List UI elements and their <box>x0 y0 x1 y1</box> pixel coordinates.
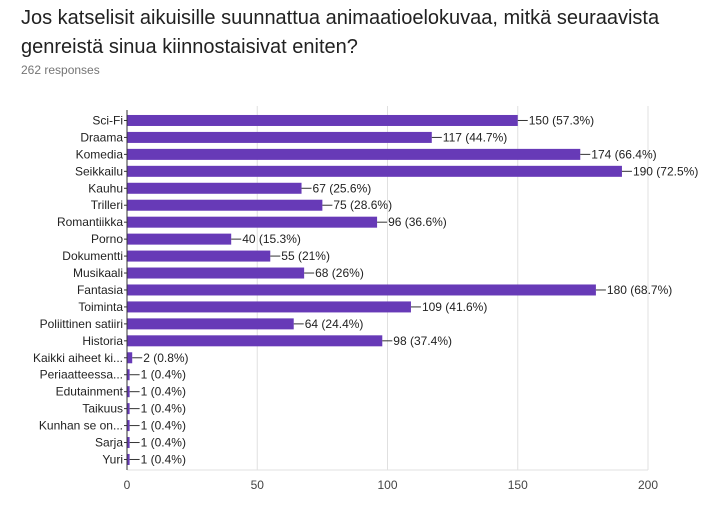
category-label: Sarja <box>95 436 123 450</box>
category-label: Porno <box>91 232 123 246</box>
category-label: Dokumentti <box>62 249 123 263</box>
data-label: 150 (57.3%) <box>529 113 594 127</box>
x-tick-label: 200 <box>638 478 658 492</box>
category-label: Kunhan se on... <box>39 419 123 433</box>
data-label: 1 (0.4%) <box>141 419 186 433</box>
category-label: Kauhu <box>88 181 123 195</box>
bar <box>127 165 622 177</box>
data-label: 64 (24.4%) <box>305 317 364 331</box>
data-label: 1 (0.4%) <box>141 402 186 416</box>
responses-count: 262 responses <box>21 63 100 77</box>
data-label: 109 (41.6%) <box>422 300 487 314</box>
bar <box>127 148 581 160</box>
data-label: 2 (0.8%) <box>143 351 188 365</box>
bar <box>127 386 130 398</box>
category-label: Edutainment <box>56 385 124 399</box>
bar <box>127 267 305 279</box>
bar <box>127 335 383 347</box>
data-label: 40 (15.3%) <box>242 232 301 246</box>
bar <box>127 420 130 432</box>
category-label: Poliittinen satiiri <box>40 317 123 331</box>
bar <box>127 352 133 364</box>
bar <box>127 437 130 449</box>
question-title: Jos katselisit aikuisille suunnattua ani… <box>21 7 660 58</box>
category-label: Periaatteessa... <box>40 368 123 382</box>
data-label: 98 (37.4%) <box>393 334 452 348</box>
data-label: 68 (26%) <box>315 266 364 280</box>
category-label: Taikuus <box>82 402 123 416</box>
data-label: 55 (21%) <box>281 249 330 263</box>
data-label: 117 (44.7%) <box>443 130 507 144</box>
bar <box>127 318 294 330</box>
x-tick-label: 150 <box>508 478 528 492</box>
category-label: Komedia <box>76 147 124 161</box>
category-label: Kaikki aiheet ki... <box>33 351 123 365</box>
bar <box>127 403 130 415</box>
category-label: Draama <box>80 130 123 144</box>
bar <box>127 131 432 143</box>
data-label: 96 (36.6%) <box>388 215 447 229</box>
bar <box>127 453 130 465</box>
category-label: Romantiikka <box>57 215 123 229</box>
category-label: Seikkailu <box>75 164 123 178</box>
category-label: Historia <box>82 334 123 348</box>
data-label: 1 (0.4%) <box>141 452 186 466</box>
data-label: 190 (72.5%) <box>633 164 698 178</box>
data-label: 67 (25.6%) <box>313 181 372 195</box>
data-label: 180 (68.7%) <box>607 283 672 297</box>
bar <box>127 250 271 262</box>
category-label: Toiminta <box>78 300 123 314</box>
data-label: 1 (0.4%) <box>141 368 186 382</box>
bar <box>127 284 596 296</box>
bar <box>127 182 302 194</box>
bar <box>127 233 232 245</box>
data-label: 1 (0.4%) <box>141 436 186 450</box>
bar <box>127 114 518 126</box>
bar <box>127 369 130 381</box>
data-label: 75 (28.6%) <box>333 198 392 212</box>
category-label: Yuri <box>102 452 123 466</box>
x-tick-label: 0 <box>124 478 131 492</box>
x-tick-label: 100 <box>377 478 397 492</box>
bar <box>127 301 411 313</box>
bar <box>127 216 378 228</box>
category-label: Musikaali <box>73 266 123 280</box>
category-label: Sci-Fi <box>92 113 123 127</box>
data-label: 1 (0.4%) <box>141 385 186 399</box>
data-label: 174 (66.4%) <box>591 147 656 161</box>
category-label: Fantasia <box>77 283 123 297</box>
x-tick-label: 50 <box>251 478 265 492</box>
bar <box>127 199 323 211</box>
category-label: Trilleri <box>91 198 123 212</box>
